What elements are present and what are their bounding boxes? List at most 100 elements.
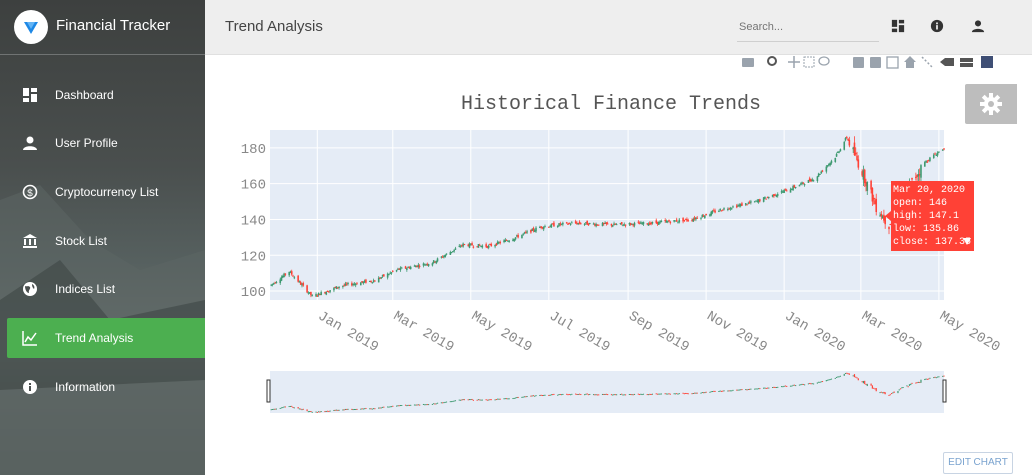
mini-candle [691,393,693,395]
brand[interactable]: Financial Tracker [0,0,205,55]
sidebar-item-dashboard[interactable]: Dashboard [7,75,205,115]
person-icon[interactable] [971,19,985,33]
mini-candle [479,399,481,401]
mini-candle [352,409,354,411]
edit-chart-button[interactable]: EDIT CHART [943,452,1013,474]
mini-candle [480,399,482,401]
mini-candle [576,393,578,395]
spike-lines-icon[interactable] [921,56,933,68]
candle-body [594,224,596,226]
range-slider[interactable] [270,371,944,413]
candle-body [677,221,679,223]
mini-candle [274,408,276,410]
mini-candle [678,393,680,395]
candle-body [629,223,632,225]
dashboard-icon[interactable] [891,19,905,33]
range-slider-handle-right[interactable] [942,379,947,403]
reset-axes-icon[interactable] [904,56,916,68]
zoom-icon[interactable] [767,56,777,66]
sidebar-item-trend-analysis[interactable]: Trend Analysis [7,318,205,358]
search-input[interactable] [737,13,879,42]
candle-body [571,222,573,224]
mini-candle [540,394,542,396]
mini-candle [526,396,528,398]
mini-candle [669,393,671,395]
mini-candle [416,404,418,406]
zoom-out-icon[interactable] [870,57,881,68]
autoscale-icon[interactable] [886,56,899,69]
mini-candle [372,408,375,410]
candle-body [695,217,697,220]
mini-candle [704,392,706,394]
candle-body [388,274,390,276]
mini-candle [732,389,734,391]
mini-candle [676,393,678,395]
mini-candle [855,376,857,378]
mini-candle [503,398,505,400]
hover-compare-icon[interactable] [960,58,973,62]
range-slider-handle-left[interactable] [266,379,271,403]
main-content: Historical Finance Trends 100 120 140 160 18… [205,55,1032,475]
camera-icon[interactable] [742,58,754,67]
mini-candle [334,409,336,411]
mini-candle [828,379,830,381]
mini-candle [449,401,451,403]
candle-body [462,243,464,247]
lasso-icon[interactable] [818,56,830,66]
box-select-icon[interactable] [803,56,815,68]
mini-candle [431,403,434,405]
candle-body [592,223,595,225]
candle-body [284,273,287,275]
candlestick-chart[interactable]: Historical Finance Trends 100 120 140 160 18… [205,80,1032,460]
zoom-in-icon[interactable] [853,57,864,68]
candle-body [714,210,716,213]
mini-candle [328,410,330,412]
sidebar-item-label: Information [55,380,116,394]
mini-candle [392,405,394,407]
mini-candle [383,406,385,408]
mini-candle [517,396,519,398]
candle-body [704,215,706,218]
mini-candle [444,401,446,403]
mini-candle [870,383,872,386]
candle-body [414,265,417,268]
plotly-logo-icon[interactable] [981,56,993,68]
candle-body [463,244,466,246]
candle-body [775,194,778,197]
mini-candle [665,393,668,395]
sidebar-item-information[interactable]: Information [7,367,205,407]
mini-candle [320,411,322,413]
y-axis: 100 120 140 160 180 [241,142,266,301]
candle-body [888,226,890,230]
mini-candle [687,393,689,395]
mini-candle [426,404,428,406]
candle-body [683,219,686,221]
candle-body [881,216,884,219]
candle-body [568,222,571,224]
sidebar-item-stock-list[interactable]: Stock List [7,221,205,261]
candle-body [436,258,439,262]
mini-candle [497,398,499,400]
mini-candle [335,409,338,411]
mini-candle [552,394,554,396]
mini-candle [928,378,930,380]
sidebar-item-indices-list[interactable]: Indices List [7,269,205,309]
y-tick-label: 100 [241,285,266,301]
hover-compare-icon-2[interactable] [960,63,973,67]
candle-body [489,243,491,245]
sidebar-item-cryptocurrency-list[interactable]: $ Cryptocurrency List [7,172,205,212]
hover-closest-icon[interactable] [940,58,954,66]
sidebar-item-user-profile[interactable]: User Profile [7,123,205,163]
candle-body [935,154,938,156]
settings-button[interactable] [965,84,1017,124]
candle-body [674,220,677,222]
info-icon[interactable] [930,19,944,33]
hover-close: close: 137.35 [893,236,971,248]
candle-body [665,220,668,223]
pan-icon[interactable] [788,56,800,68]
candle-body [774,194,776,196]
candle-body [597,224,600,226]
x-tick-label: Jul 2019 [546,308,612,355]
mini-candle [433,403,435,405]
mini-candle [309,411,311,413]
